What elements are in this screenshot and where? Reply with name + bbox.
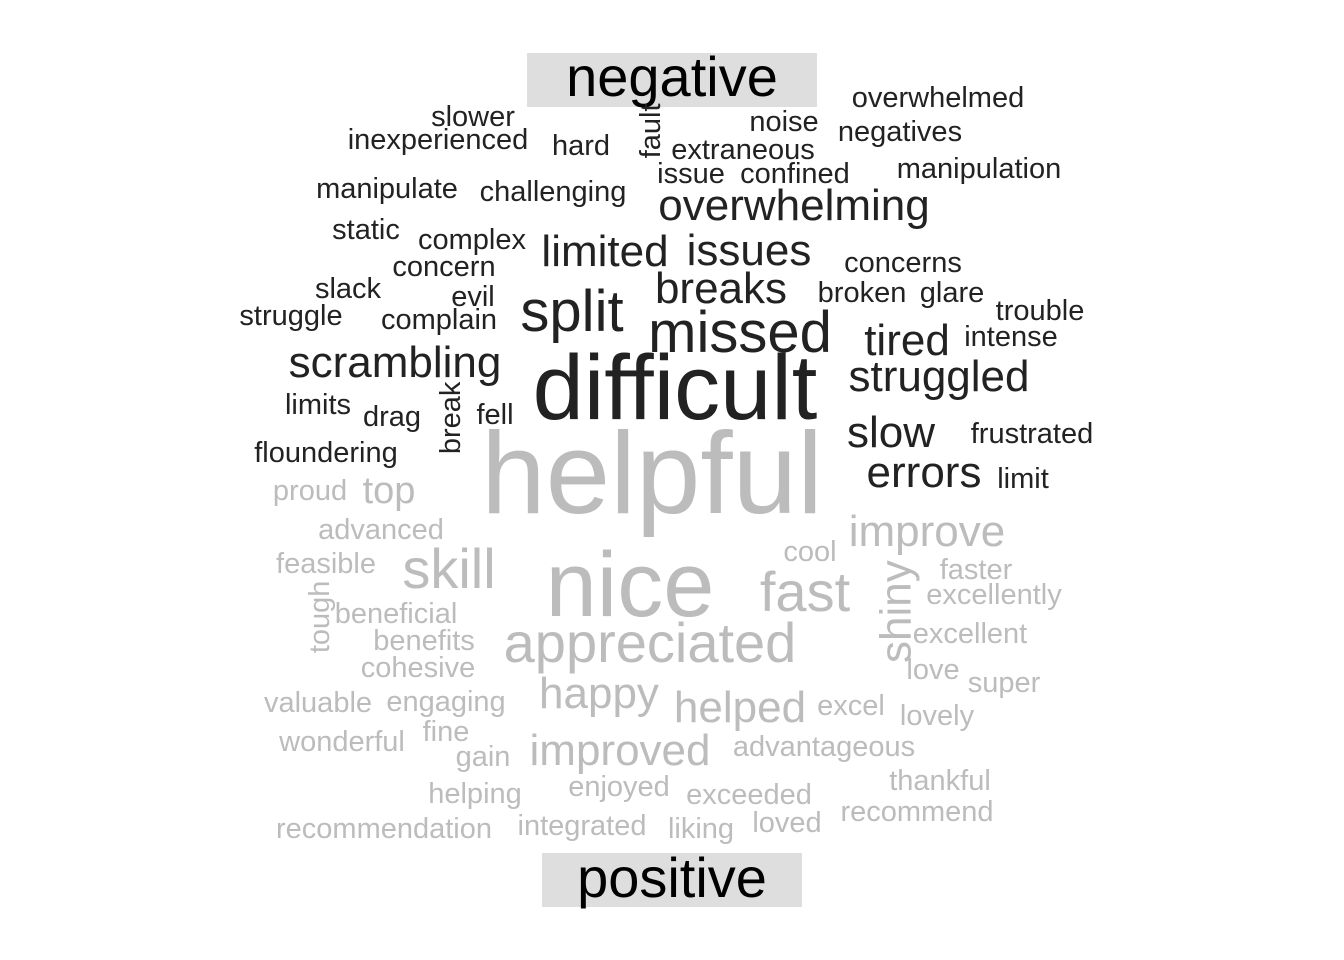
- word-integrated: integrated: [518, 810, 647, 842]
- word-confined: confined: [740, 158, 850, 190]
- word-shiny: shiny: [871, 560, 920, 663]
- word-scrambling: scrambling: [289, 338, 502, 387]
- word-difficult: difficult: [533, 337, 818, 439]
- word-struggled: struggled: [848, 352, 1029, 401]
- word-noise: noise: [749, 106, 818, 138]
- word-feasible: feasible: [276, 548, 376, 580]
- word-extraneous: extraneous: [671, 134, 815, 166]
- word-issue: issue: [657, 158, 725, 190]
- word-fault: fault: [635, 103, 667, 158]
- word-concern: concern: [392, 251, 495, 283]
- word-frustrated: frustrated: [971, 418, 1094, 450]
- word-skill: skill: [402, 537, 495, 600]
- negative-group-label: negative: [566, 45, 778, 108]
- word-exceeded: exceeded: [686, 779, 812, 811]
- word-evil: evil: [451, 281, 495, 313]
- word-floundering: floundering: [254, 437, 398, 469]
- word-overwhelmed: overwhelmed: [852, 82, 1024, 114]
- word-glare: glare: [920, 277, 985, 309]
- word-manipulation: manipulation: [897, 153, 1061, 185]
- word-slack: slack: [315, 273, 382, 305]
- word-love: love: [906, 654, 959, 686]
- word-nice: nice: [546, 534, 715, 636]
- word-issues: issues: [687, 226, 812, 275]
- word-excellently: excellently: [926, 579, 1062, 611]
- word-advanced: advanced: [318, 514, 444, 546]
- word-manipulate: manipulate: [316, 173, 458, 205]
- word-improved: improved: [530, 726, 711, 775]
- word-challenging: challenging: [480, 176, 627, 208]
- word-trouble: trouble: [996, 295, 1085, 327]
- word-benefits: benefits: [373, 625, 475, 657]
- word-excellent: excellent: [913, 618, 1027, 650]
- word-top: top: [363, 470, 416, 512]
- word-super: super: [968, 667, 1041, 699]
- word-struggle: struggle: [239, 300, 342, 332]
- word-loved: loved: [752, 807, 821, 839]
- word-liking: liking: [668, 813, 734, 845]
- word-lovely: lovely: [900, 700, 975, 732]
- word-gain: gain: [456, 741, 511, 773]
- word-drag: drag: [363, 401, 421, 433]
- word-breaks: breaks: [655, 264, 787, 313]
- word-happy: happy: [539, 669, 659, 718]
- word-valuable: valuable: [264, 687, 372, 719]
- word-wonderful: wonderful: [278, 726, 405, 758]
- word-limits: limits: [285, 389, 351, 421]
- word-slower: slower: [431, 101, 515, 133]
- word-hard: hard: [552, 130, 610, 162]
- word-improve: improve: [849, 507, 1006, 556]
- word-proud: proud: [273, 475, 347, 507]
- word-limit: limit: [997, 463, 1049, 495]
- word-excel: excel: [817, 690, 885, 722]
- word-static: static: [332, 214, 400, 246]
- word-advantageous: advantageous: [733, 731, 915, 763]
- word-errors: errors: [867, 448, 982, 497]
- word-negatives: negatives: [838, 116, 962, 148]
- word-recommend: recommend: [840, 796, 993, 828]
- word-helping: helping: [428, 778, 522, 810]
- word-break: break: [435, 381, 467, 454]
- word-limited: limited: [541, 227, 668, 276]
- word-engaging: engaging: [386, 686, 505, 718]
- word-fell: fell: [476, 399, 513, 431]
- word-helpful: helpful: [481, 408, 823, 538]
- negative-label-box: [527, 53, 817, 107]
- word-faster: faster: [940, 554, 1013, 586]
- word-thankful: thankful: [889, 765, 991, 797]
- positive-group-label: positive: [577, 846, 767, 909]
- word-beneficial: beneficial: [335, 598, 458, 630]
- word-tired: tired: [864, 316, 950, 365]
- word-complex: complex: [418, 224, 526, 256]
- word-fast: fast: [760, 560, 851, 623]
- word-inexperienced: inexperienced: [348, 124, 529, 156]
- word-recommendation: recommendation: [276, 813, 492, 845]
- word-enjoyed: enjoyed: [568, 771, 670, 803]
- word-helped: helped: [674, 683, 806, 732]
- word-overwhelming: overwhelming: [658, 181, 929, 230]
- positive-label-box: [542, 853, 802, 907]
- word-concerns: concerns: [844, 247, 962, 279]
- word-broken: broken: [818, 277, 907, 309]
- word-complain: complain: [381, 304, 497, 336]
- word-missed: missed: [648, 300, 832, 365]
- word-appreciated: appreciated: [504, 611, 797, 674]
- word-slow: slow: [847, 408, 935, 457]
- word-tough: tough: [304, 581, 336, 654]
- word-fine: fine: [423, 716, 470, 748]
- word-cohesive: cohesive: [361, 652, 475, 684]
- word-cool: cool: [783, 536, 836, 568]
- word-intense: intense: [964, 321, 1058, 353]
- word-split: split: [520, 279, 623, 344]
